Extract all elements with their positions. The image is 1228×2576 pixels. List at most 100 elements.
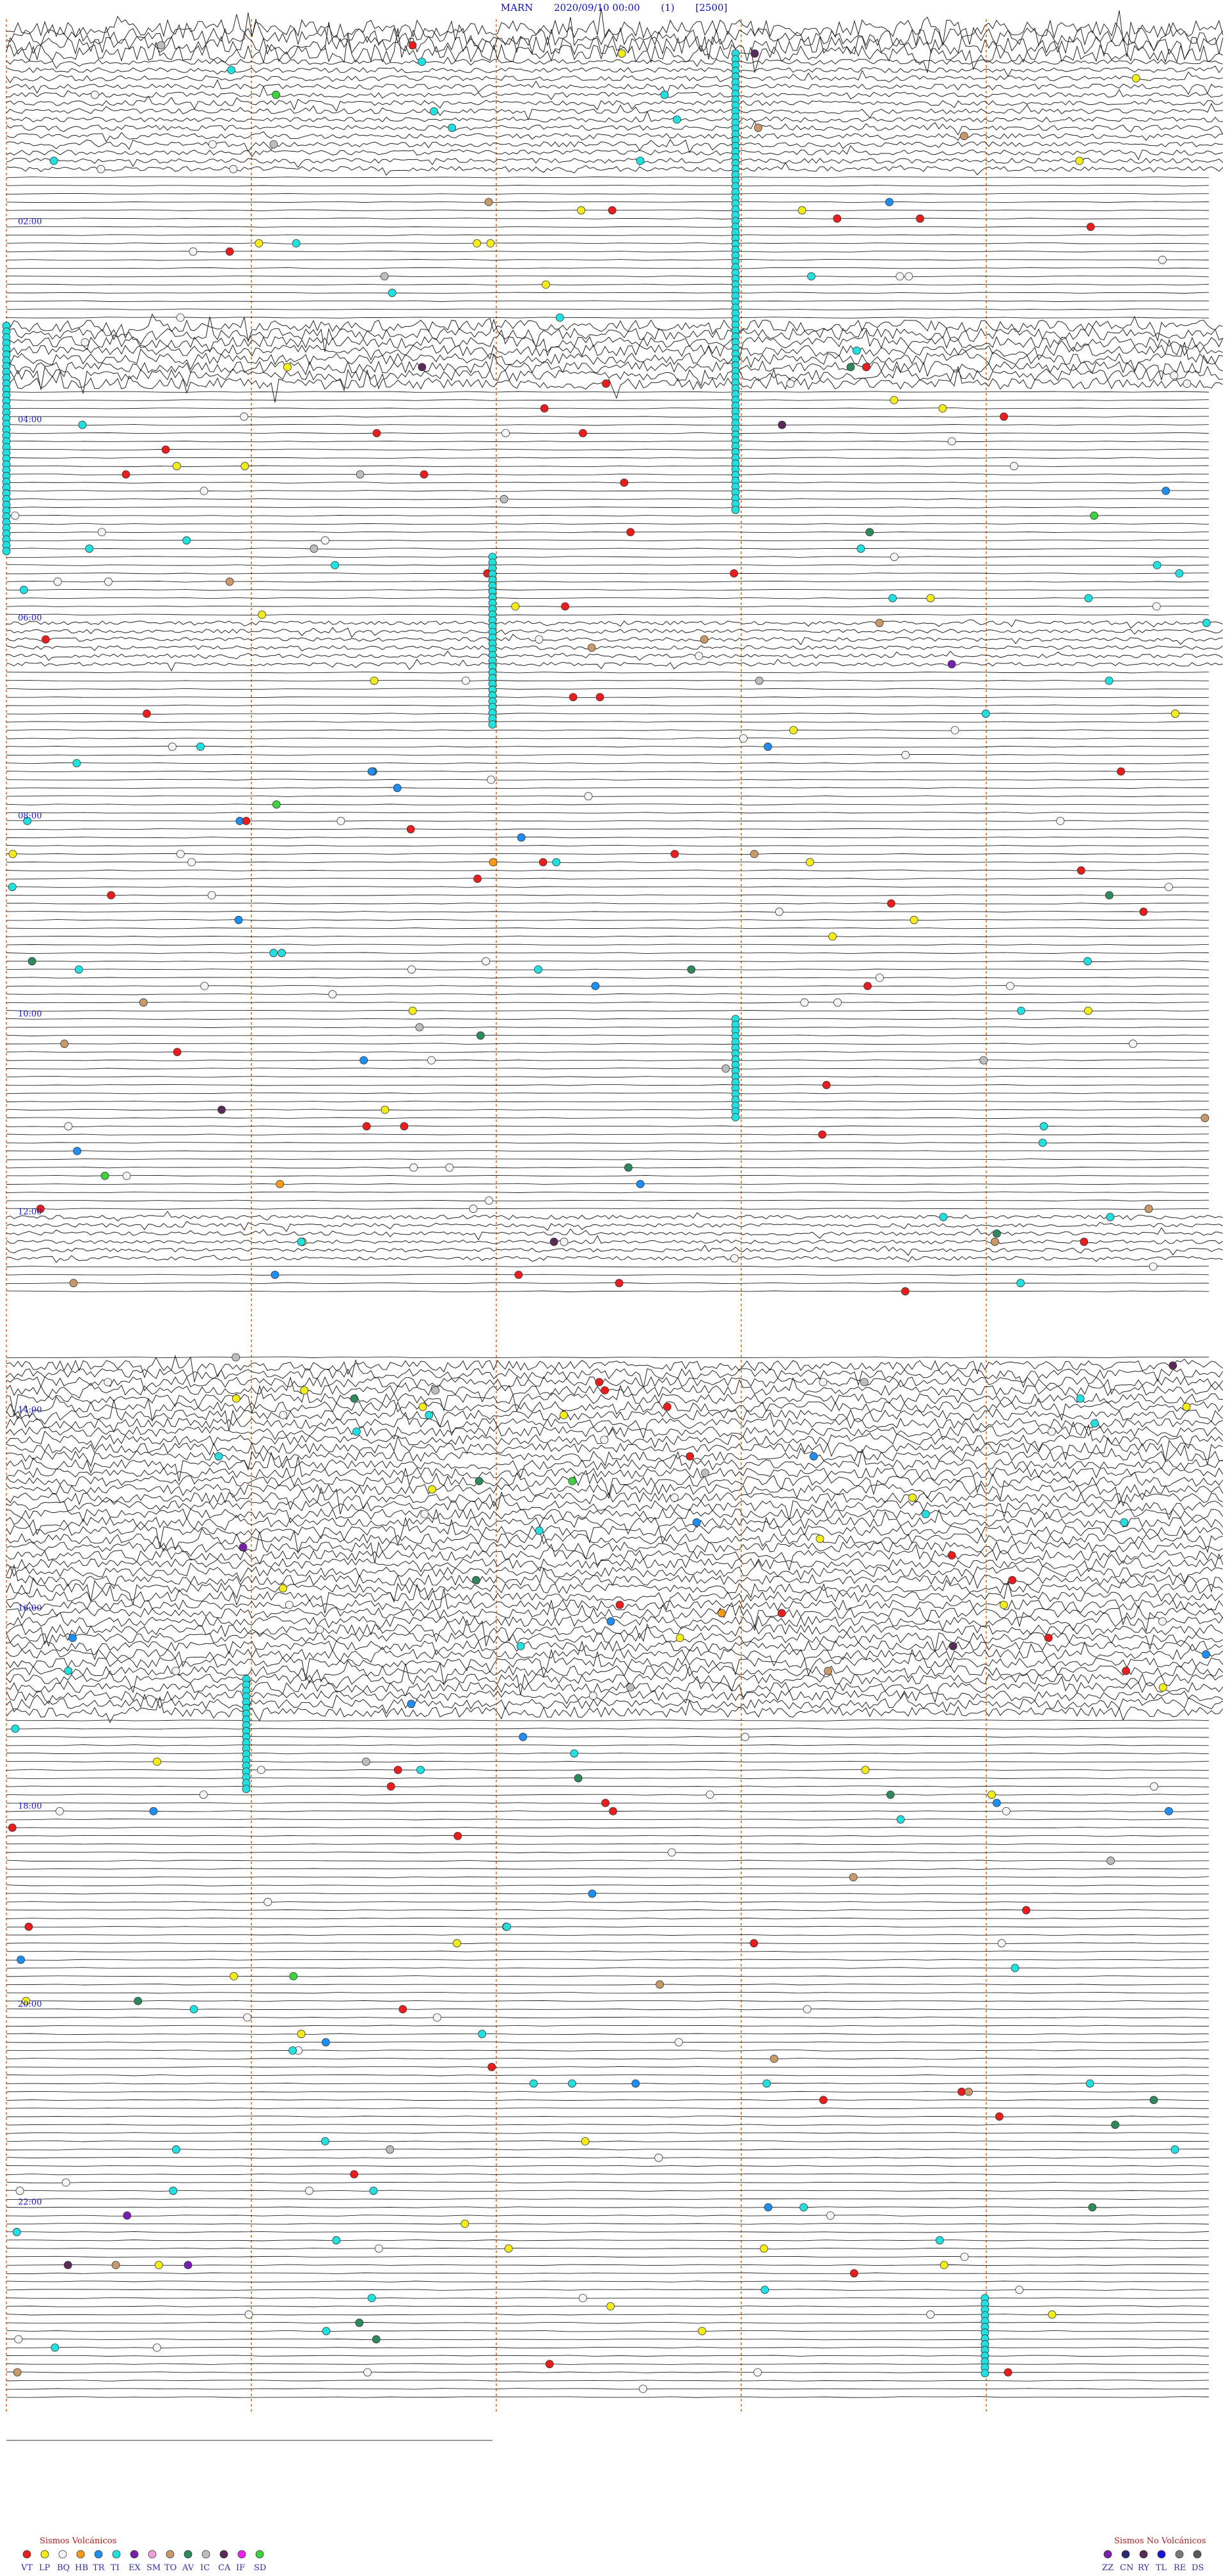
event-marker [239,1543,248,1552]
event-marker [208,140,217,149]
event-marker [939,1213,948,1221]
trace-line [6,292,1209,294]
trace-line [6,2033,1209,2035]
event-marker [561,602,569,611]
event-marker [489,858,498,867]
legend-code-ic: IC [200,2563,210,2573]
legend-swatch-tl [1157,2550,1166,2559]
trace-line [6,95,1224,112]
trace-line [6,157,1224,168]
event-marker [407,1700,416,1709]
event-marker [416,1766,425,1774]
trace-line [6,1480,1224,1505]
trace-line [6,65,1224,77]
trace-line [6,2272,1209,2274]
event-marker [1076,1394,1085,1403]
event-marker [431,1386,440,1395]
event-marker [207,891,216,899]
trace-line [6,1354,1224,1382]
trace-line [6,1166,1209,1169]
legend-swatch-zz [1103,2550,1112,2559]
event-marker [535,635,544,644]
event-marker [122,1171,131,1180]
trace-line [6,1600,1224,1629]
trace-line [6,473,1209,475]
event-marker [289,1972,298,1980]
event-marker [556,313,564,322]
event-marker [461,676,470,685]
trace-line [6,2140,1209,2142]
event-marker [8,849,17,858]
trace-line [6,1227,1224,1241]
event-marker [947,1551,956,1560]
event-marker [764,2203,773,2212]
trace-line [6,1018,1209,1020]
legend-swatch-if [237,2550,246,2559]
event-marker [331,561,340,569]
trace-line [6,366,1224,403]
event-marker [448,123,457,132]
event-marker [1122,1666,1130,1675]
event-marker [1002,1806,1011,1815]
trace-line [6,258,1209,261]
trace-line [6,1384,1223,1416]
trace-line [6,316,1224,352]
trace-line [6,828,1209,830]
legend-code-av: AV [182,2563,194,2573]
trace-line [6,2132,1209,2134]
trace-line [6,2371,1209,2373]
trace-line [6,2380,1209,2382]
trace-line [6,2058,1209,2060]
trace-line [6,754,1209,756]
trace-line [6,1467,1224,1497]
trace-line [6,275,1209,278]
event-marker [1169,1361,1177,1370]
trace-line [6,1893,1209,1895]
trace-line [6,2215,1209,2216]
trace-line [6,1942,1209,1944]
event-marker [674,2038,683,2047]
event-marker [408,1006,417,1015]
event-marker [949,1641,957,1650]
trace-line [6,746,1209,748]
event-marker [670,849,679,858]
event-marker [615,1279,624,1288]
event-marker [818,1130,826,1139]
event-marker [631,2079,640,2088]
event-marker [393,784,402,793]
event-marker [476,1031,485,1040]
event-marker [362,1122,371,1131]
trace-line [6,1618,1224,1647]
event-marker [503,1922,511,1931]
trace-line [6,853,1209,855]
event-marker [570,1749,579,1758]
event-marker [369,2186,378,2195]
event-marker [104,577,113,586]
event-marker [400,1122,409,1131]
trace-line [6,1174,1209,1177]
trace-line [6,145,1224,161]
trace-line [6,184,1209,187]
event-marker [626,1683,635,1692]
event-marker [1139,907,1148,916]
event-marker [297,1237,306,1246]
legend-swatch-ic [201,2550,210,2559]
trace-line [6,762,1209,764]
trace-line [6,399,1209,401]
event-marker [1016,1279,1025,1288]
event-marker [1004,2368,1012,2377]
event-marker [1048,2310,1057,2319]
event-marker-ti [980,2369,989,2378]
event-marker [799,2203,808,2212]
event-marker [886,1790,895,1799]
event-marker [81,338,90,347]
event-marker [960,2252,969,2261]
hour-label: 14:00 [18,1405,42,1415]
trace-line [6,523,1209,525]
event-marker [486,239,495,248]
event-marker [288,2046,297,2055]
event-marker [1117,767,1125,776]
event-marker [589,1691,597,1700]
event-marker [993,1229,1001,1238]
event-marker [475,1476,484,1485]
